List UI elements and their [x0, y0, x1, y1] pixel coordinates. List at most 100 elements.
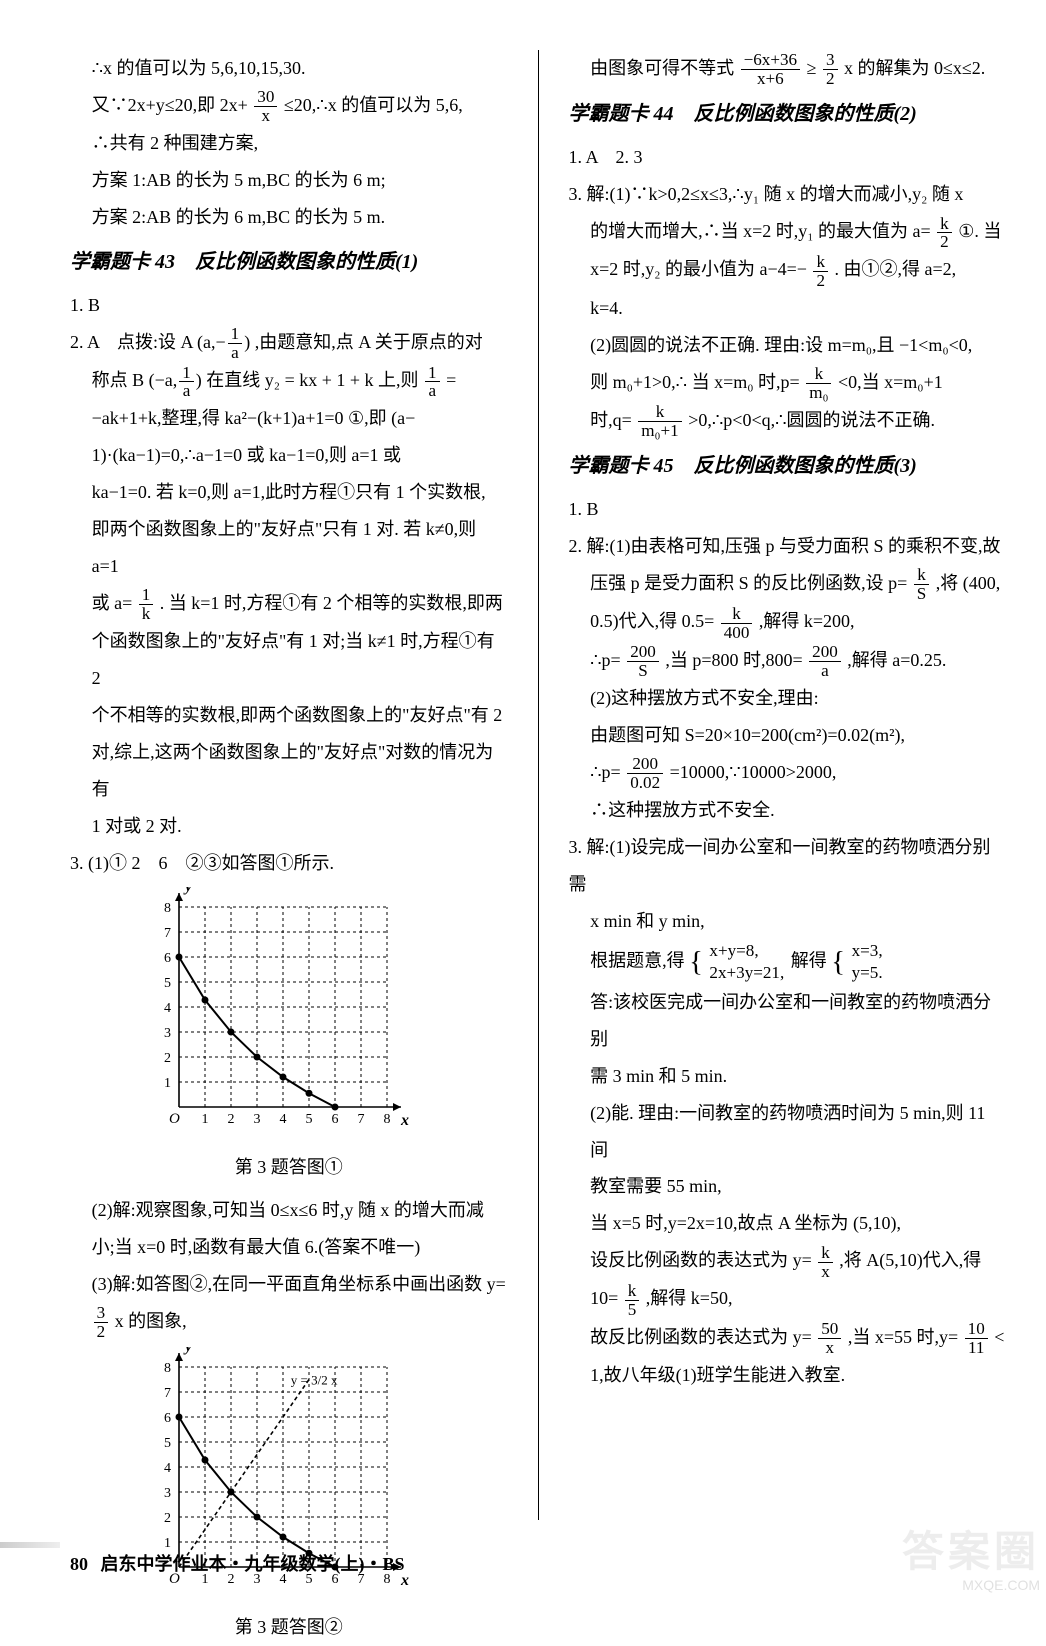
page-footer: 80 启东中学作业本・九年级数学(上)・BS	[70, 1550, 405, 1576]
answer-line: 1. B	[70, 287, 508, 324]
text-line: −ak+1+k,整理,得 ka²−(k+1)a+1=0 ①,即 (a−	[70, 400, 508, 437]
svg-text:8: 8	[164, 901, 171, 916]
text-line: ka−1=0. 若 k=0,则 a=1,此时方程①只有 1 个实数根,	[70, 474, 508, 511]
answer-line: 2. A 点拨:设 A (a,−1a) ,由题意知,点 A 关于原点的对	[70, 324, 508, 362]
text-line: 1 对或 2 对.	[70, 808, 508, 845]
fraction: km₀+1	[638, 403, 681, 440]
text: ,由题意知,点 A 关于原点的对	[255, 332, 483, 352]
text: ,将 (400,	[936, 573, 1001, 593]
text: ,当 p=800 时,800=	[665, 650, 802, 670]
equation-system: x=3, y=5.	[852, 940, 883, 984]
page: ∴x 的值可以为 5,6,10,15,30. 又∵2x+y≤20,即 2x+ 3…	[0, 0, 1046, 1600]
footer-text: 启东中学作业本・九年级数学(上)・BS	[101, 1554, 405, 1574]
svg-text:4: 4	[164, 1001, 171, 1016]
fraction: k400	[721, 605, 753, 642]
fraction: 1011	[965, 1320, 988, 1357]
text-line: 当 x=5 时,y=2x=10,故点 A 坐标为 (5,10),	[569, 1205, 1007, 1242]
answer-line: 3. (1)① 2 6 ②③如答图①所示.	[70, 845, 508, 882]
text-line: k=4.	[569, 290, 1007, 327]
fraction: k2	[813, 253, 828, 290]
svg-text:O: O	[169, 1111, 180, 1127]
svg-text:1: 1	[201, 1112, 208, 1127]
text: ,解得 k=200,	[759, 611, 855, 631]
text: 2. A 点拨:设 A	[70, 332, 193, 352]
fraction: 30x	[254, 88, 277, 125]
text-line: 0.5)代入,得 0.5= k400 ,解得 k=200,	[569, 603, 1007, 641]
svg-text:2: 2	[227, 1112, 234, 1127]
text: ∴p=	[590, 650, 621, 670]
left-column: ∴x 的值可以为 5,6,10,15,30. 又∵2x+y≤20,即 2x+ 3…	[70, 50, 518, 1520]
answer-line: 3. 解:(1)∵k>0,2≤x≤3,∴y₁ 随 x 的增大而减小,y₂ 随 x	[569, 176, 1007, 213]
text: ,解得 k=50,	[646, 1288, 733, 1308]
fraction: kx	[818, 1244, 833, 1281]
text-line: ∴x 的值可以为 5,6,10,15,30.	[70, 50, 508, 87]
text: <	[994, 1327, 1004, 1347]
brace-icon: {	[831, 945, 845, 977]
text-line: 32 x 的图象,	[70, 1303, 508, 1341]
text: 10=	[590, 1288, 618, 1308]
answer-line: 1. A 2. 3	[569, 139, 1007, 176]
text-line: 需 3 min 和 5 min.	[569, 1058, 1007, 1095]
svg-text:y: y	[183, 887, 193, 895]
text-line: 方案 2:AB 的长为 6 m,BC 的长为 5 m.	[70, 199, 508, 236]
text: ∴p=	[590, 762, 621, 782]
svg-text:5: 5	[164, 1436, 171, 1451]
page-number: 80	[70, 1554, 88, 1575]
watermark: 答案圈 MXQE.COM	[902, 1527, 1040, 1594]
text-line: 答:该校医完成一间办公室和一间教室的药物喷洒分别	[569, 984, 1007, 1058]
fraction: 1k	[139, 586, 154, 623]
text: )	[196, 370, 202, 390]
text-line: 对,综上,这两个函数图象上的"友好点"对数的情况为有	[70, 734, 508, 808]
chart-1-svg: 1234567812345678Oxy	[139, 887, 439, 1142]
svg-text:3: 3	[253, 1112, 260, 1127]
fraction: kS	[914, 566, 930, 603]
text-line: (2)圆圆的说法不正确. 理由:设 m=m₀,且 −1<m₀<0,	[569, 327, 1007, 364]
fraction: k5	[625, 1282, 640, 1319]
fraction: −6x+36x+6	[741, 51, 800, 88]
svg-text:6: 6	[331, 1112, 338, 1127]
svg-text:7: 7	[357, 1112, 364, 1127]
text-line: 10= k5 ,解得 k=50,	[569, 1280, 1007, 1318]
text: <0,当 x=m₀+1	[838, 372, 943, 392]
text-line: ∴p= 200S ,当 p=800 时,800= 200a ,解得 a=0.25…	[569, 642, 1007, 680]
text-line: 个不相等的实数根,即两个函数图象上的"友好点"有 2	[70, 697, 508, 734]
svg-text:8: 8	[164, 1361, 171, 1376]
text-line: ∴这种摆放方式不安全.	[569, 792, 1007, 829]
watermark-big: 答案圈	[902, 1527, 1040, 1577]
chart-1-caption: 第 3 题答图①	[70, 1149, 508, 1186]
text: 0.5)代入,得 0.5=	[590, 611, 714, 631]
text: 则 m₀+1>0,∴ 当 x=m₀ 时,p=	[590, 372, 800, 392]
text: 设反比例函数的表达式为 y=	[590, 1250, 812, 1270]
column-divider	[538, 50, 539, 1520]
answer-line: 2. 解:(1)由表格可知,压强 p 与受力面积 S 的乘积不变,故	[569, 528, 1007, 565]
text: x 的图象,	[115, 1311, 187, 1331]
svg-text:6: 6	[164, 1411, 171, 1426]
text: =10000,∵10000>2000,	[670, 762, 837, 782]
text: 压强 p 是受力面积 S 的反比例函数,设 p=	[590, 573, 907, 593]
text: ,解得 a=0.25.	[847, 650, 946, 670]
text: 在直线 y₂ = kx + 1 + k 上,则	[206, 370, 423, 390]
text: 或 a=	[92, 593, 133, 613]
svg-text:4: 4	[279, 1112, 286, 1127]
svg-text:4: 4	[164, 1461, 171, 1476]
text: x 的解集为 0≤x≤2.	[844, 58, 985, 78]
text: )	[244, 332, 250, 352]
fraction: 32	[823, 51, 838, 88]
section-title-45: 学霸题卡 45 反比例函数图象的性质(3)	[569, 446, 1007, 487]
svg-text:7: 7	[164, 926, 171, 941]
text-line: 压强 p 是受力面积 S 的反比例函数,设 p= kS ,将 (400,	[569, 565, 1007, 603]
svg-text:5: 5	[305, 1112, 312, 1127]
text-line: (2)能. 理由:一间教室的药物喷洒时间为 5 min,则 11 间	[569, 1095, 1007, 1169]
text-line: 即两个函数图象上的"友好点"只有 1 对. 若 k≠0,则 a=1	[70, 511, 508, 585]
text: 称点 B	[92, 370, 149, 390]
footer-decor-bar	[0, 1542, 60, 1548]
text-line: x=2 时,y₂ 的最小值为 a−4=− k2 . 由①②,得 a=2,	[569, 251, 1007, 289]
text-line: 教室需要 55 min,	[569, 1168, 1007, 1205]
svg-text:8: 8	[383, 1112, 390, 1127]
text: 由图象可得不等式	[590, 58, 739, 78]
text-line: 小;当 x=0 时,函数有最大值 6.(答案不唯一)	[70, 1229, 508, 1266]
text-line: (3)解:如答图②,在同一平面直角坐标系中画出函数 y=	[70, 1266, 508, 1303]
text-line: 又∵2x+y≤20,即 2x+ 30x ≤20,∴x 的值可以为 5,6,	[70, 87, 508, 125]
text-line: ∴p= 2000.02 =10000,∵10000>2000,	[569, 754, 1007, 792]
fraction: 1a	[425, 364, 440, 401]
